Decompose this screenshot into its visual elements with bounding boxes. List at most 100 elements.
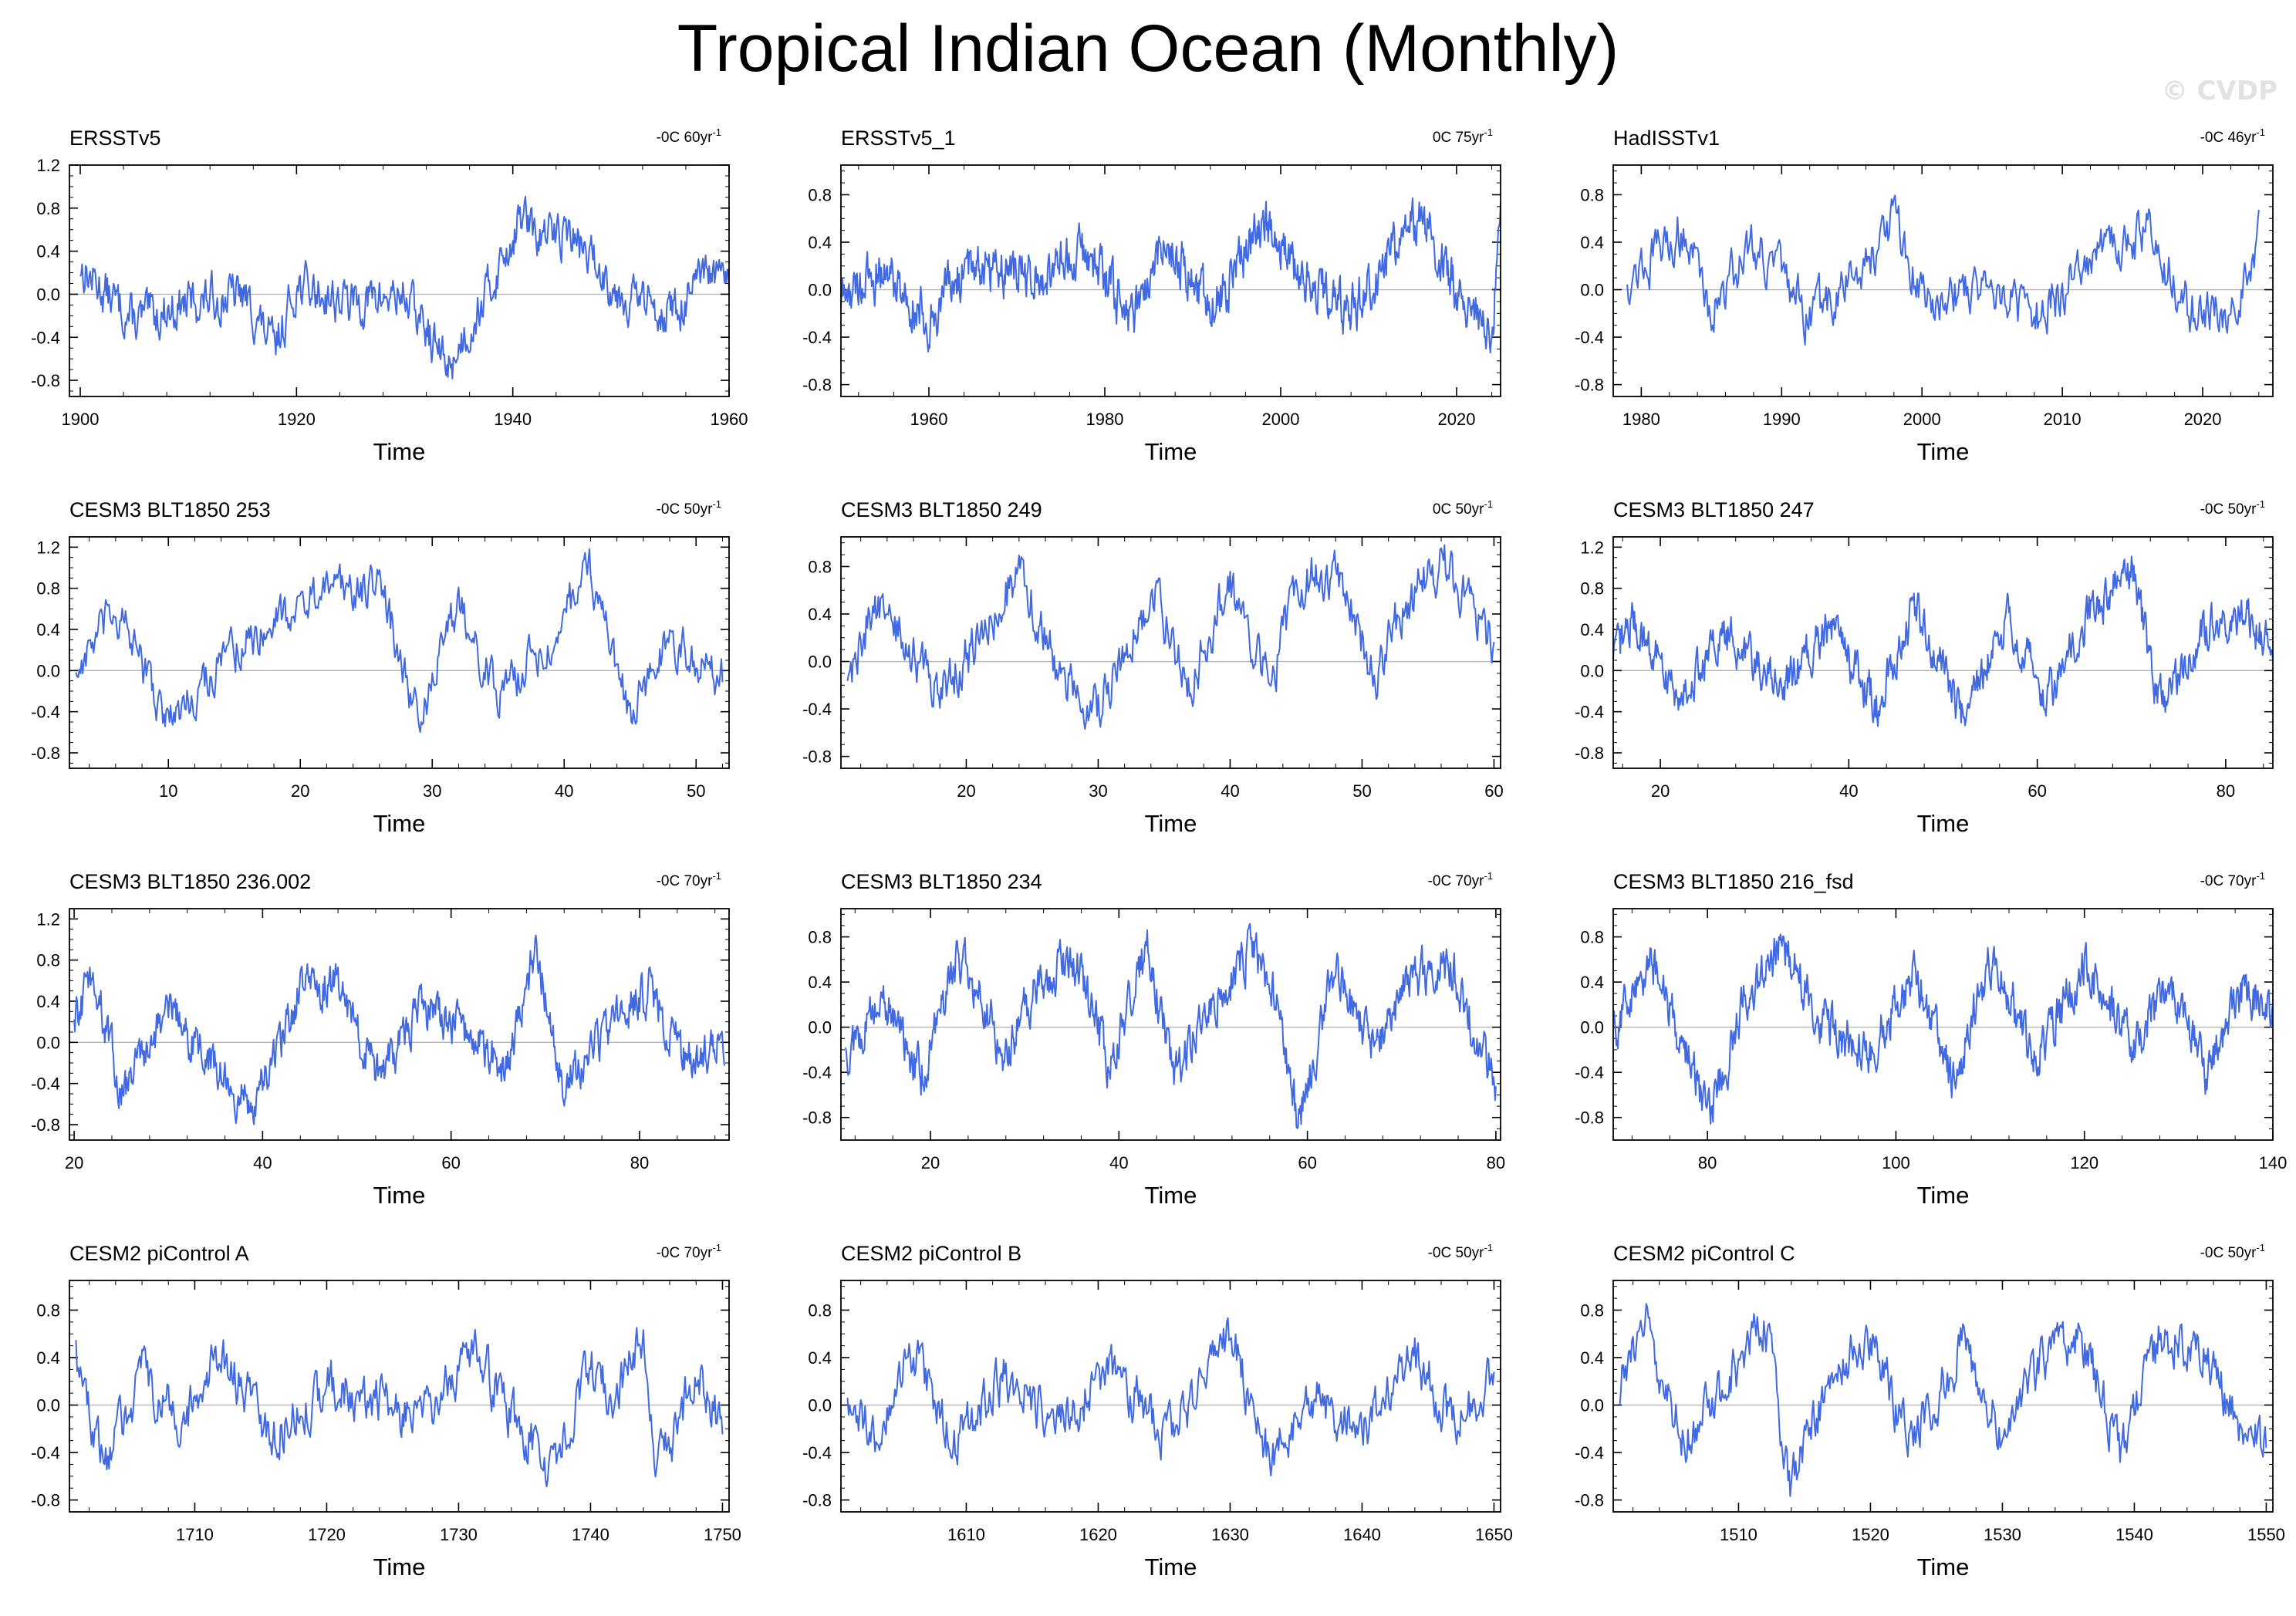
y-tick-label: -0.8 xyxy=(1575,1108,1604,1128)
series-line xyxy=(840,197,1501,354)
x-tick-label: 60 xyxy=(1484,781,1503,801)
y-tick-label: 0.0 xyxy=(36,661,60,680)
x-tick-label: 40 xyxy=(555,781,573,801)
y-tick-label: 0.8 xyxy=(1580,1301,1604,1320)
x-axis-label: Time xyxy=(1917,810,1970,837)
trend-superscript: -1 xyxy=(712,127,721,138)
x-tick-label: 140 xyxy=(2259,1153,2288,1172)
trend-superscript: -1 xyxy=(712,1242,721,1253)
y-tick-label: 0.8 xyxy=(36,579,60,599)
x-tick-label: 1630 xyxy=(1211,1525,1249,1544)
y-tick-label: -0.4 xyxy=(802,328,832,347)
trend-superscript: -1 xyxy=(1484,498,1493,510)
y-tick-label: -0.8 xyxy=(31,371,60,390)
panel-9: CESM3 BLT1850 216_fsd -0C 70yr-1 0.8 0.4 0.0… xyxy=(1575,870,2287,1209)
x-tick-label: 1960 xyxy=(711,410,748,429)
x-tick-label: 1900 xyxy=(62,410,100,429)
plot-frame xyxy=(1612,908,2274,1141)
series-line xyxy=(846,544,1495,730)
plot-frame xyxy=(1612,1280,2274,1513)
x-axis-label: Time xyxy=(373,810,426,837)
panel-title: ERSSTv5_1 xyxy=(841,127,956,150)
plot-frame xyxy=(1612,164,2274,397)
plot-frame xyxy=(840,908,1501,1141)
x-axis-label: Time xyxy=(1145,438,1197,465)
x-tick-label: 1550 xyxy=(2247,1525,2285,1544)
x-tick-label: 30 xyxy=(1089,781,1107,801)
trend-superscript: -1 xyxy=(712,498,721,510)
x-tick-label: 1510 xyxy=(1720,1525,1757,1544)
trend-label: -0C 70yr-1 xyxy=(657,870,721,889)
x-axis-label: Time xyxy=(1917,1554,1970,1581)
y-tick-label: 0.4 xyxy=(1580,620,1604,639)
x-tick-label: 1740 xyxy=(572,1525,609,1544)
panel-title: CESM2 piControl C xyxy=(1613,1242,1795,1265)
panel-1: ERSSTv5 -0C 60yr-1 1.2 0.8 0.4 0.0 -0.4 -0.8 190… xyxy=(31,127,748,465)
y-tick-label: -0.4 xyxy=(1575,1063,1604,1082)
x-tick-label: 2020 xyxy=(1438,410,1476,429)
series-line xyxy=(845,923,1497,1129)
y-tick-label: -0.8 xyxy=(802,1108,832,1128)
x-tick-label: 60 xyxy=(2028,781,2046,801)
y-tick-label: -0.4 xyxy=(802,700,832,719)
y-tick-label: -0.8 xyxy=(802,376,832,395)
plot-frame xyxy=(840,1280,1501,1513)
figure-title: Tropical Indian Ocean (Monthly) xyxy=(677,12,1619,86)
y-tick-label: 0.8 xyxy=(1580,928,1604,947)
panel-12: CESM2 piControl C -0C 50yr-1 0.8 0.4 0.0 -0.4… xyxy=(1575,1242,2285,1581)
x-axis-label: Time xyxy=(1145,1554,1197,1581)
plot-frame xyxy=(69,1280,730,1513)
trend-superscript: -1 xyxy=(1484,127,1493,138)
panel-5: CESM3 BLT1850 249 0C 50yr-1 0.8 0.4 0.0 -0.4 -… xyxy=(802,498,1504,837)
y-tick-label: 0.8 xyxy=(36,1301,60,1320)
trend-superscript: -1 xyxy=(2256,1242,2265,1253)
y-tick-label: -0.4 xyxy=(31,703,60,722)
x-axis-label: Time xyxy=(1917,438,1970,465)
series-line xyxy=(1619,1303,2267,1497)
plot-frame xyxy=(840,164,1501,397)
x-axis-label: Time xyxy=(1917,1182,1970,1209)
y-tick-label: 0.0 xyxy=(808,281,832,300)
trend-label: 0C 75yr-1 xyxy=(1433,127,1493,146)
y-tick-label: 0.8 xyxy=(808,1301,832,1320)
y-tick-label: 0.8 xyxy=(36,199,60,218)
series-line xyxy=(846,1317,1495,1476)
y-tick-label: 0.0 xyxy=(36,285,60,304)
y-tick-label: 0.4 xyxy=(1580,973,1604,992)
series-line xyxy=(79,195,730,380)
y-tick-label: 0.0 xyxy=(36,1396,60,1415)
y-tick-label: -0.8 xyxy=(802,1491,832,1510)
x-tick-label: 1940 xyxy=(494,410,532,429)
x-tick-label: 50 xyxy=(1352,781,1371,801)
x-tick-label: 1750 xyxy=(704,1525,741,1544)
y-tick-label: -0.8 xyxy=(1575,744,1604,763)
y-tick-label: 0.0 xyxy=(808,1396,832,1415)
x-tick-label: 1920 xyxy=(278,410,316,429)
x-tick-label: 2020 xyxy=(2184,410,2222,429)
y-tick-label: 0.8 xyxy=(1580,185,1604,204)
trend-label: -0C 70yr-1 xyxy=(2200,870,2265,889)
x-tick-label: 1990 xyxy=(1763,410,1801,429)
y-tick-label: 0.4 xyxy=(36,620,60,639)
x-tick-label: 2000 xyxy=(1262,410,1300,429)
series-line xyxy=(75,548,724,733)
y-tick-label: 0.4 xyxy=(36,242,60,261)
y-tick-label: 0.4 xyxy=(36,1348,60,1368)
x-tick-label: 1980 xyxy=(1622,410,1660,429)
x-tick-label: 1710 xyxy=(176,1525,214,1544)
trend-label: -0C 50yr-1 xyxy=(2200,498,2265,518)
y-tick-label: 0.0 xyxy=(1580,661,1604,680)
panel-title: CESM3 BLT1850 247 xyxy=(1613,498,1815,521)
y-tick-label: 1.2 xyxy=(1580,538,1604,557)
trend-label: -0C 50yr-1 xyxy=(1428,1242,1493,1261)
y-tick-label: 1.2 xyxy=(36,909,60,929)
x-tick-label: 20 xyxy=(1651,781,1670,801)
panel-11: CESM2 piControl B -0C 50yr-1 0.8 0.4 0.0 -0.4… xyxy=(802,1242,1513,1581)
y-tick-label: 0.4 xyxy=(808,233,832,252)
trend-superscript: -1 xyxy=(1484,870,1493,882)
x-tick-label: 30 xyxy=(423,781,441,801)
y-tick-label: 0.0 xyxy=(1580,1396,1604,1415)
x-tick-label: 40 xyxy=(253,1153,272,1172)
x-axis-label: Time xyxy=(1145,810,1197,837)
